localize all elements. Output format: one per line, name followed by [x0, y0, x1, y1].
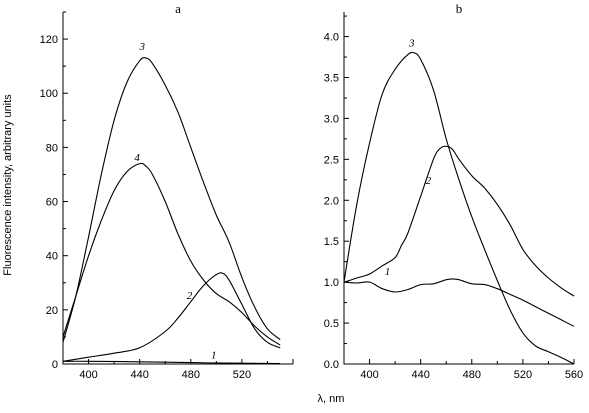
panel-a-axes — [62, 12, 293, 365]
panel-b-x-tick-label: 520 — [514, 369, 532, 381]
panel-b-curve-2 — [343, 145, 575, 297]
panel-b-y-tick-label: 0.5 — [324, 318, 339, 330]
panel-b-x-tick-label: 480 — [463, 369, 481, 381]
panel-b-y-tick-label: 3.0 — [324, 113, 339, 125]
panel-a-title: a — [175, 1, 181, 16]
panel-b-axes — [343, 12, 574, 365]
panel-a-x-tick-label: 520 — [233, 369, 251, 381]
panel-b-y-tick-label: 2.0 — [324, 195, 339, 207]
panel-b-y-tick-label: 0.0 — [324, 359, 339, 371]
panel-b-curve-label-2: 2 — [426, 175, 432, 187]
panel-b-y-tick-label: 2.5 — [324, 154, 339, 166]
panel-b-y-tick-label: 1.5 — [324, 236, 339, 248]
panel-a-curve-label-3: 3 — [138, 41, 145, 53]
panel-a-curve-3 — [62, 57, 281, 343]
panel-b-title: b — [456, 1, 463, 16]
panel-b-y-tick-label: 4.0 — [324, 32, 339, 44]
panel-a-x-tick-label: 440 — [130, 369, 148, 381]
panel-a-y-tick-label: 60 — [46, 197, 58, 209]
panel-a-curve-label-1: 1 — [211, 350, 217, 362]
panel-a-curve-2 — [62, 272, 281, 362]
panel-b-curve-1 — [343, 278, 575, 327]
panel-a-x-tick-label: 400 — [79, 369, 97, 381]
panel-b-curve-label-3: 3 — [408, 37, 415, 49]
panel-a-curve-4 — [62, 162, 281, 346]
panel-a-x-tick-label: 480 — [182, 369, 200, 381]
panel-b-curve-label-1: 1 — [385, 266, 391, 278]
panel-b-y-tick-label: 3.5 — [324, 72, 339, 84]
y-axis-label: Fluorescence intensity, arbitrary units — [2, 94, 14, 276]
panel-a-y-tick-label: 20 — [46, 305, 58, 317]
panel-b-y-tick-label: 1.0 — [324, 277, 339, 289]
panel-a-y-tick-label: 0 — [52, 359, 58, 371]
panel-b-x-tick-label: 400 — [360, 369, 378, 381]
panel-a-curve-label-4: 4 — [134, 152, 140, 164]
panel-a-y-tick-label: 40 — [46, 251, 58, 263]
panel-a-y-tick-label: 120 — [40, 34, 58, 46]
panel-a-curve-1 — [62, 360, 281, 365]
panel-a-curve-label-2: 2 — [187, 290, 193, 302]
panel-b-x-tick-label: 560 — [565, 369, 583, 381]
panel-a-y-tick-label: 100 — [40, 88, 58, 100]
panel-b-curve-3 — [343, 51, 575, 365]
panel-a-y-tick-label: 80 — [46, 142, 58, 154]
panel-b-x-tick-label: 440 — [411, 369, 429, 381]
x-axis-label: λ, nm — [318, 393, 345, 405]
